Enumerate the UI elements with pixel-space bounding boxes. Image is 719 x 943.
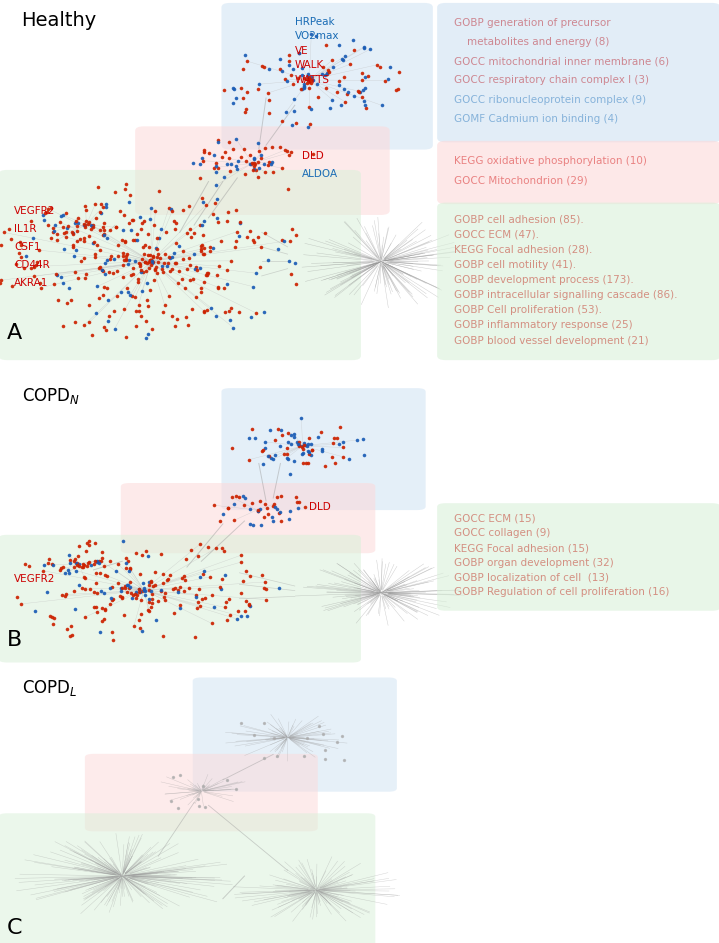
Text: AKRA1: AKRA1 bbox=[14, 278, 49, 289]
Text: COPD$_L$: COPD$_L$ bbox=[22, 678, 77, 698]
FancyBboxPatch shape bbox=[193, 677, 397, 792]
Text: C: C bbox=[7, 918, 23, 938]
Text: GOBP generation of precursor: GOBP generation of precursor bbox=[454, 18, 611, 27]
Text: A: A bbox=[7, 323, 22, 343]
FancyBboxPatch shape bbox=[135, 126, 390, 215]
Text: B: B bbox=[7, 631, 22, 651]
FancyBboxPatch shape bbox=[437, 504, 719, 611]
Text: GOCC mitochondrial inner membrane (6): GOCC mitochondrial inner membrane (6) bbox=[454, 56, 669, 66]
Text: COPD$_N$: COPD$_N$ bbox=[22, 386, 80, 405]
Text: VEGFR2: VEGFR2 bbox=[14, 206, 56, 216]
FancyBboxPatch shape bbox=[437, 203, 719, 360]
Text: VE: VE bbox=[295, 46, 308, 56]
Text: GOBP cell adhesion (85).: GOBP cell adhesion (85). bbox=[454, 214, 584, 224]
Text: VO2max: VO2max bbox=[295, 31, 339, 41]
Text: GOBP cell motility (41).: GOBP cell motility (41). bbox=[454, 259, 577, 270]
Text: CSF1: CSF1 bbox=[14, 241, 41, 252]
Text: GOBP intracellular signalling cascade (86).: GOBP intracellular signalling cascade (8… bbox=[454, 290, 678, 300]
Text: GOBP Cell proliferation (53).: GOBP Cell proliferation (53). bbox=[454, 306, 603, 315]
Text: GOBP blood vessel development (21): GOBP blood vessel development (21) bbox=[454, 336, 649, 345]
Text: DLD: DLD bbox=[309, 502, 331, 512]
Text: VEGFR2: VEGFR2 bbox=[14, 573, 56, 584]
FancyBboxPatch shape bbox=[221, 3, 433, 150]
Text: CD44R: CD44R bbox=[14, 260, 50, 270]
Text: GOCC ECM (15): GOCC ECM (15) bbox=[454, 514, 536, 523]
Text: GOBP localization of cell  (13): GOBP localization of cell (13) bbox=[454, 572, 610, 583]
FancyBboxPatch shape bbox=[0, 535, 361, 663]
Text: Healthy: Healthy bbox=[22, 11, 97, 30]
Text: GOMF Cadmium ion binding (4): GOMF Cadmium ion binding (4) bbox=[454, 114, 618, 124]
Text: GOBP organ development (32): GOBP organ development (32) bbox=[454, 558, 614, 568]
Text: HRPeak: HRPeak bbox=[295, 17, 334, 26]
FancyBboxPatch shape bbox=[85, 753, 318, 832]
Text: WATTS: WATTS bbox=[295, 74, 330, 85]
FancyBboxPatch shape bbox=[121, 483, 375, 554]
Text: GOBP Regulation of cell proliferation (16): GOBP Regulation of cell proliferation (1… bbox=[454, 587, 670, 598]
Text: GOCC respiratory chain complex I (3): GOCC respiratory chain complex I (3) bbox=[454, 75, 649, 85]
Text: metabolites and energy (8): metabolites and energy (8) bbox=[454, 37, 610, 47]
Text: KEGG Focal adhesion (15): KEGG Focal adhesion (15) bbox=[454, 543, 590, 554]
FancyBboxPatch shape bbox=[437, 3, 719, 142]
FancyBboxPatch shape bbox=[0, 813, 375, 943]
Text: IL1R: IL1R bbox=[14, 223, 37, 234]
Text: ALDOA: ALDOA bbox=[302, 169, 338, 179]
FancyBboxPatch shape bbox=[0, 170, 361, 360]
FancyBboxPatch shape bbox=[437, 141, 719, 204]
Text: GOCC Mitochondrion (29): GOCC Mitochondrion (29) bbox=[454, 175, 588, 185]
Text: GOBP inflammatory response (25): GOBP inflammatory response (25) bbox=[454, 321, 633, 330]
Text: GOCC collagen (9): GOCC collagen (9) bbox=[454, 528, 551, 538]
Text: GOCC ECM (47).: GOCC ECM (47). bbox=[454, 229, 539, 240]
FancyBboxPatch shape bbox=[221, 389, 426, 510]
Text: DLD: DLD bbox=[302, 151, 324, 161]
Text: KEGG Focal adhesion (28).: KEGG Focal adhesion (28). bbox=[454, 244, 592, 255]
Text: WALK: WALK bbox=[295, 60, 324, 71]
Text: GOBP development process (173).: GOBP development process (173). bbox=[454, 274, 634, 285]
Text: GOCC ribonucleoprotein complex (9): GOCC ribonucleoprotein complex (9) bbox=[454, 94, 646, 105]
Text: KEGG oxidative phosphorylation (10): KEGG oxidative phosphorylation (10) bbox=[454, 156, 647, 166]
